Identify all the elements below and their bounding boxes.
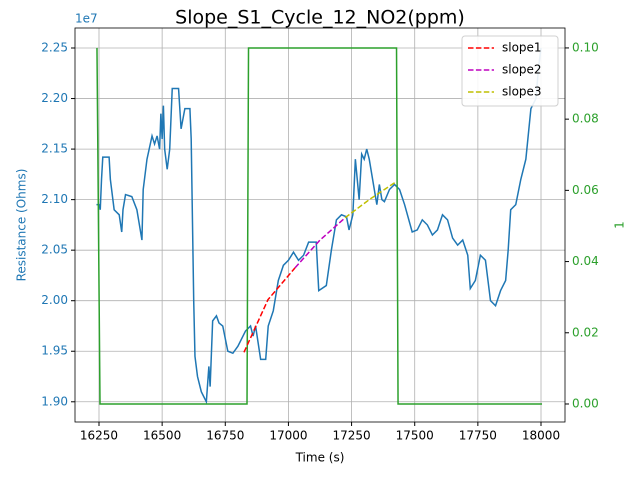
chart-title: Slope_S1_Cycle_12_NO2(ppm)	[175, 7, 465, 29]
y2-tick-label: 0.04	[572, 254, 599, 268]
series-line	[243, 267, 296, 353]
x-tick-label: 17000	[269, 429, 307, 443]
y-tick-label: 2.05	[41, 243, 68, 257]
series-line	[344, 181, 396, 219]
x-tick-label: 16250	[80, 429, 118, 443]
series-line	[96, 47, 543, 405]
y-tick-label: 2.20	[41, 91, 68, 105]
x-tick-label: 17750	[459, 429, 497, 443]
y-tick-label: 1.90	[41, 394, 68, 408]
y2-tick-label: 0.00	[572, 396, 599, 410]
x-tick-label: 16500	[143, 429, 181, 443]
legend-label: slope1	[502, 41, 542, 55]
y2-tick-label: 0.08	[572, 112, 599, 126]
plot-frame	[74, 27, 566, 423]
y-offset-label: 1e7	[75, 12, 98, 26]
series-line	[96, 47, 542, 405]
y-tick-label: 2.10	[41, 192, 68, 206]
x-axis-label: Time (s)	[295, 451, 345, 465]
y-tick-label: 2.25	[41, 41, 68, 55]
y-tick-label: 2.15	[41, 142, 68, 156]
y2-tick-label: 0.02	[572, 325, 599, 339]
legend-label: slope2	[502, 63, 542, 77]
y2-axis-label: 1	[613, 221, 627, 229]
x-tick-label: 17500	[396, 429, 434, 443]
y-tick-label: 2.00	[41, 293, 68, 307]
legend-box	[461, 35, 559, 107]
y-axis-label: Resistance (Ohms)	[15, 169, 29, 282]
y2-tick-label: 0.10	[572, 40, 599, 54]
x-tick-label: 16750	[206, 429, 244, 443]
legend-label: slope3	[502, 85, 542, 99]
series-line	[294, 217, 346, 269]
y-tick-label: 1.95	[41, 344, 68, 358]
x-tick-label: 17250	[332, 429, 370, 443]
y2-tick-label: 0.06	[572, 183, 599, 197]
x-tick-label: 18000	[522, 429, 560, 443]
